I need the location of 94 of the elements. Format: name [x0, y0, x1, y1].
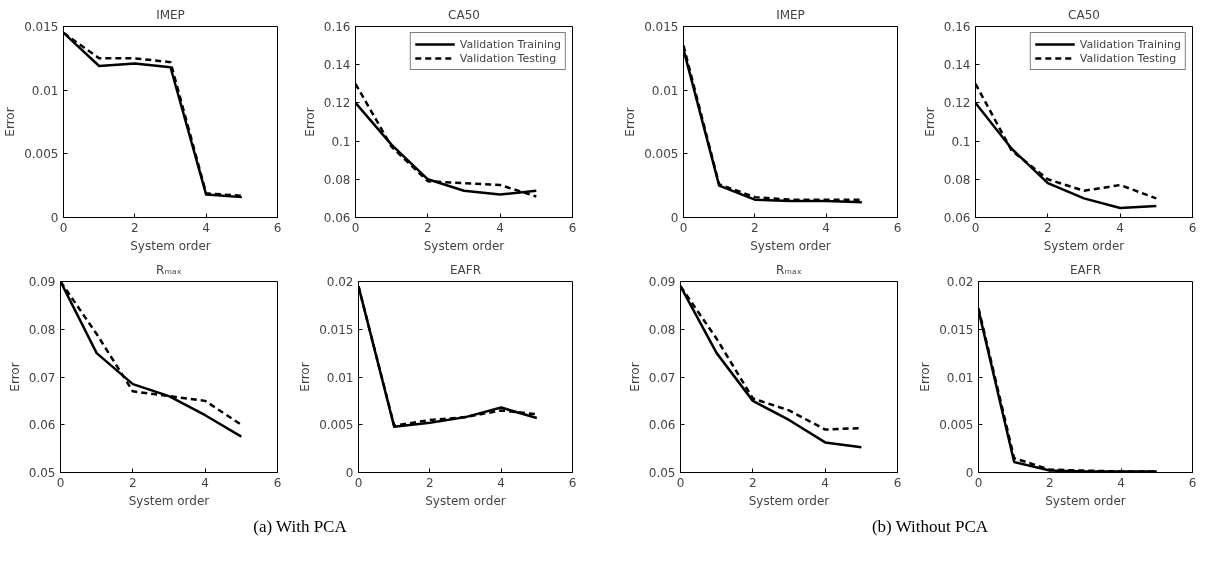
- x-tick-label: 2: [129, 475, 137, 490]
- y-tick-label: 0.01: [946, 370, 974, 385]
- legend-label: Validation Testing: [1079, 51, 1177, 65]
- x-axis-title: System order: [128, 493, 210, 508]
- y-tick-label: 0.06: [943, 211, 971, 225]
- y-tick-label: 0.1: [951, 134, 971, 149]
- y-tick-label: 0.1: [331, 134, 351, 149]
- y-tick-label: 0.005: [24, 147, 59, 162]
- y-tick-label: 0.07: [648, 370, 676, 385]
- y-axis-title: Error: [623, 107, 638, 137]
- y-tick-label: 0.01: [31, 83, 59, 98]
- y-tick-label: 0.01: [326, 370, 354, 385]
- chart-title: EAFR: [449, 262, 482, 277]
- y-tick-label: 0.06: [28, 418, 56, 433]
- x-axis-title: System order: [423, 238, 505, 253]
- x-tick-label: 2: [751, 220, 759, 235]
- x-tick-label: 6: [273, 475, 282, 490]
- y-tick-label: 0.05: [648, 466, 676, 480]
- y-tick-label: 0: [345, 466, 354, 480]
- x-tick-label: 2: [1046, 475, 1054, 490]
- x-axis-title: System order: [750, 238, 831, 253]
- legend-label: Validation Training: [459, 37, 561, 51]
- chart-title: Rₘₐₓ: [776, 262, 802, 277]
- x-axis-title: System order: [130, 238, 211, 253]
- y-axis-title: Error: [3, 107, 18, 137]
- y-axis-title: Error: [627, 362, 642, 392]
- y-tick-label: 0.015: [939, 322, 974, 337]
- y-tick-label: 0.08: [943, 172, 971, 187]
- x-tick-label: 6: [893, 220, 902, 235]
- x-tick-label: 4: [822, 220, 830, 235]
- legend-label: Validation Testing: [459, 51, 557, 65]
- y-tick-label: 0.16: [323, 20, 351, 34]
- x-axis-title: System order: [1045, 493, 1126, 508]
- y-tick-label: 0.14: [323, 58, 351, 73]
- x-tick-label: 6: [568, 220, 577, 235]
- x-axis-title: System order: [748, 493, 830, 508]
- y-tick-label: 0.09: [648, 275, 676, 289]
- y-axis-title: Error: [922, 107, 937, 137]
- chart-title: CA50: [448, 7, 480, 22]
- y-tick-label: 0: [50, 211, 59, 225]
- y-tick-label: 0.12: [943, 96, 971, 111]
- x-tick-label: 6: [568, 475, 577, 490]
- y-tick-label: 0.08: [28, 322, 56, 337]
- legend-label: Validation Training: [1079, 37, 1181, 51]
- x-tick-label: 6: [273, 220, 282, 235]
- y-tick-label: 0.16: [943, 20, 971, 34]
- y-axis-title: Error: [7, 362, 22, 392]
- chart-title: CA50: [1068, 7, 1100, 22]
- y-tick-label: 0.015: [644, 20, 679, 34]
- text: (a) With PCA: [253, 516, 347, 538]
- x-tick-label: 6: [1188, 220, 1197, 235]
- x-axis-title: System order: [1043, 238, 1125, 253]
- y-tick-label: 0.08: [323, 172, 351, 187]
- y-tick-label: 0.01: [651, 83, 679, 98]
- x-tick-label: 4: [497, 475, 505, 490]
- x-tick-label: 2: [1044, 220, 1052, 235]
- y-tick-label: 0.05: [28, 466, 56, 480]
- x-tick-label: 2: [749, 475, 757, 490]
- y-tick-label: 0.02: [946, 275, 974, 289]
- chart-title: EAFR: [1069, 262, 1102, 277]
- x-tick-label: 6: [1188, 475, 1197, 490]
- y-tick-label: 0.08: [648, 322, 676, 337]
- y-tick-label: 0.14: [943, 58, 971, 73]
- text: (b) Without PCA: [871, 516, 989, 538]
- y-tick-label: 0.005: [939, 418, 974, 433]
- y-tick-label: 0: [965, 466, 974, 480]
- y-tick-label: 0.06: [323, 211, 351, 225]
- x-tick-label: 4: [821, 475, 829, 490]
- chart-title: IMEP: [776, 7, 805, 22]
- y-axis-title: Error: [918, 362, 933, 392]
- y-tick-label: 0.07: [28, 370, 56, 385]
- y-tick-label: 0.02: [326, 275, 354, 289]
- y-tick-label: 0: [670, 211, 679, 225]
- x-tick-label: 2: [424, 220, 432, 235]
- y-axis-title: Error: [298, 362, 313, 392]
- y-axis-title: Error: [302, 107, 317, 137]
- y-tick-label: 0.06: [648, 418, 676, 433]
- y-tick-label: 0.005: [644, 147, 679, 162]
- y-tick-label: 0.09: [28, 275, 56, 289]
- x-tick-label: 6: [893, 475, 902, 490]
- y-tick-label: 0.005: [319, 418, 354, 433]
- chart-title: Rₘₐₓ: [156, 262, 182, 277]
- x-tick-label: 4: [496, 220, 504, 235]
- y-tick-label: 0.015: [24, 20, 59, 34]
- x-axis-title: System order: [425, 493, 506, 508]
- x-tick-label: 4: [202, 220, 210, 235]
- x-tick-label: 4: [1117, 475, 1125, 490]
- x-tick-label: 2: [131, 220, 139, 235]
- chart-title: IMEP: [156, 7, 185, 22]
- x-tick-label: 2: [426, 475, 434, 490]
- y-tick-label: 0.015: [319, 322, 354, 337]
- x-tick-label: 4: [1116, 220, 1124, 235]
- x-tick-label: 4: [201, 475, 209, 490]
- y-tick-label: 0.12: [323, 96, 351, 111]
